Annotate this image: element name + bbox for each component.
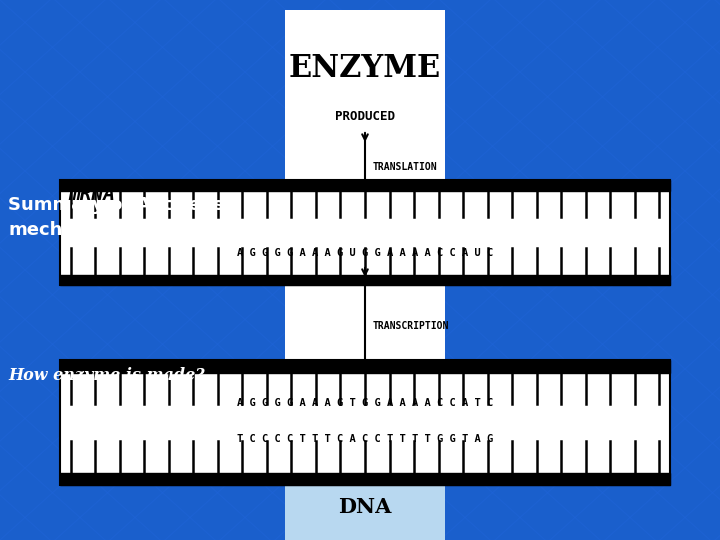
Bar: [60, 472, 670, 485]
Text: TRANSCRIPTION: TRANSCRIPTION: [373, 321, 449, 331]
Text: How enzyme is made?: How enzyme is made?: [8, 367, 204, 383]
Text: DNA: DNA: [338, 497, 392, 517]
Bar: [285, 285, 445, 360]
Bar: [60, 360, 670, 373]
Text: A G G G G A A A G T G G A A A A C C A T C: A G G G G A A A G T G G A A A A C C A T …: [237, 397, 493, 408]
Text: mRNA: mRNA: [68, 185, 115, 204]
Bar: [285, 150, 445, 180]
Bar: [285, 485, 445, 540]
Text: A G G G G A A A G U G G A A A A C C A U C: A G G G G A A A G U G G A A A A C C A U …: [237, 248, 493, 259]
Text: Summary of Antisense
mechanism:: Summary of Antisense mechanism:: [8, 196, 236, 239]
Text: PRODUCED: PRODUCED: [335, 110, 395, 123]
Bar: [60, 360, 670, 485]
Text: TRANSLATION: TRANSLATION: [373, 163, 438, 172]
Bar: [285, 10, 445, 150]
Bar: [60, 180, 670, 285]
Text: ENZYME: ENZYME: [289, 53, 441, 84]
Bar: [60, 274, 670, 285]
Bar: [60, 180, 670, 191]
Text: T C C C C T T T C A C C T T T T G G T A G: T C C C C T T T C A C C T T T T G G T A …: [237, 434, 493, 444]
